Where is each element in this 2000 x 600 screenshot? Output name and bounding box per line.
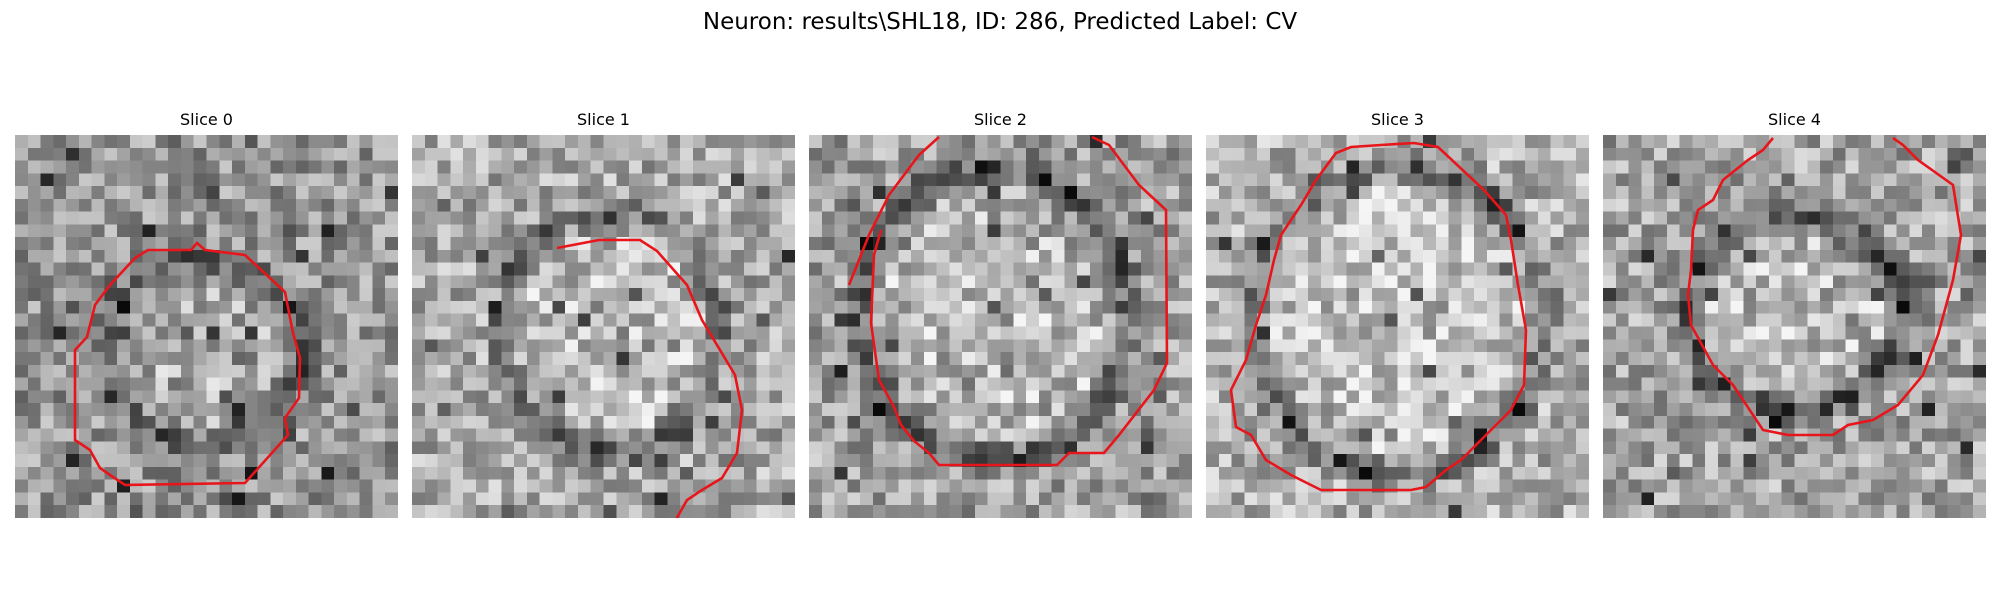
- slice-panel-1: Slice 1: [412, 110, 795, 518]
- slice-image: [1206, 135, 1589, 518]
- slice-title: Slice 1: [577, 110, 630, 129]
- pixel-grid: [809, 135, 1192, 518]
- pixel-grid: [1206, 135, 1589, 518]
- segmentation-contour: [73, 241, 302, 487]
- segmentation-contour: [1229, 141, 1528, 492]
- slice-panel-0: Slice 0: [15, 110, 398, 518]
- segmentation-contour: [1686, 136, 1963, 437]
- slice-panel-3: Slice 3: [1206, 110, 1589, 518]
- slice-image: [412, 135, 795, 518]
- slice-panel-2: Slice 2: [809, 110, 1192, 518]
- slice-title: Slice 4: [1768, 110, 1821, 129]
- slice-image: [15, 135, 398, 518]
- segmentation-contour: [869, 135, 1169, 467]
- slice-title: Slice 0: [180, 110, 233, 129]
- slice-image: [809, 135, 1192, 518]
- segmentation-contour: [847, 136, 940, 286]
- pixel-grid: [15, 135, 398, 518]
- pixel-grid: [412, 135, 795, 518]
- pixel-grid: [1603, 135, 1986, 518]
- slice-title: Slice 3: [1371, 110, 1424, 129]
- figure-title: Neuron: results\SHL18, ID: 286, Predicte…: [702, 9, 1298, 35]
- segmentation-contour: [556, 238, 744, 518]
- slice-panel-4: Slice 4: [1603, 110, 1986, 518]
- slice-image: [1603, 135, 1986, 518]
- slice-title: Slice 2: [974, 110, 1027, 129]
